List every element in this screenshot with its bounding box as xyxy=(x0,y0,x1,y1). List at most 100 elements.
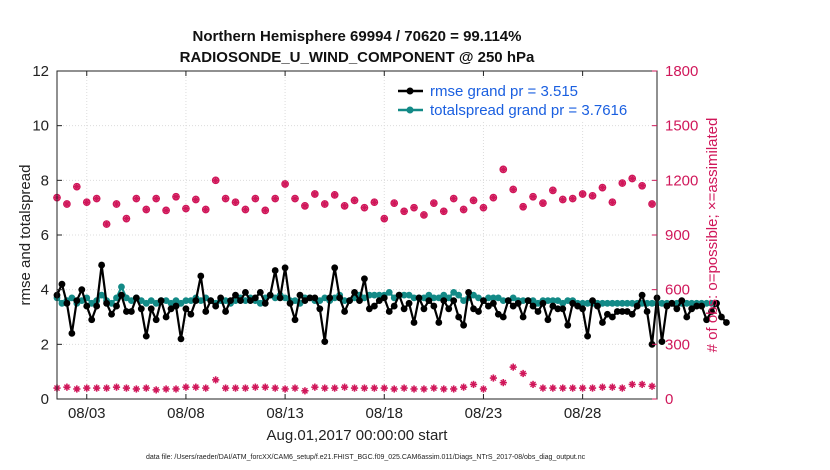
rmse-point xyxy=(98,261,106,269)
y2-tick-label: 1800 xyxy=(665,63,698,80)
obs-possible-cross xyxy=(83,198,91,206)
rmse-point xyxy=(346,297,353,304)
obs-possible-cross xyxy=(311,190,319,198)
rmse-point xyxy=(608,313,616,321)
rmse-point xyxy=(192,297,200,304)
rmse-point xyxy=(579,305,587,313)
rmse-point xyxy=(519,313,527,321)
obs-possible-cross xyxy=(628,174,636,183)
marker-stroke xyxy=(510,364,517,371)
marker-stroke xyxy=(569,195,576,202)
obs-assimilated-marker xyxy=(380,384,388,392)
obs-assimilated-marker xyxy=(152,386,160,394)
marker-stroke xyxy=(490,375,497,382)
totalspread-point xyxy=(58,299,66,307)
marker-stroke xyxy=(272,385,279,392)
totalspread-point xyxy=(390,294,398,302)
marker-stroke xyxy=(252,195,259,202)
rmse-point xyxy=(574,302,582,310)
rmse-point xyxy=(703,316,710,324)
obs-assimilated-marker xyxy=(440,385,448,393)
obs-possible-cross xyxy=(559,195,567,204)
obs-possible-cross xyxy=(152,194,160,203)
totalspread-point xyxy=(485,294,492,302)
totalspread-point xyxy=(197,297,205,304)
rmse-point xyxy=(63,299,71,307)
y2-tick-label: 900 xyxy=(665,227,690,244)
obs-possible-cross xyxy=(321,200,329,208)
marker-stroke xyxy=(530,193,537,200)
totalspread-point xyxy=(499,297,507,304)
marker-stroke xyxy=(331,385,338,392)
rmse-point xyxy=(365,305,373,313)
obs-assimilated-marker xyxy=(162,385,170,393)
obs-possible-cross xyxy=(221,194,230,203)
marker-stroke xyxy=(103,221,110,228)
rmse-point xyxy=(227,297,234,304)
marker-stroke xyxy=(579,385,586,392)
obs-possible-cross xyxy=(569,194,577,203)
rmse-point xyxy=(93,302,101,310)
totalspread-point xyxy=(123,294,130,302)
marker-stroke xyxy=(391,200,398,207)
marker-stroke xyxy=(242,385,249,392)
obs-assimilated-marker xyxy=(192,383,200,391)
y-tick-label: 4 xyxy=(41,282,49,299)
obs-assimilated-marker xyxy=(469,380,478,389)
rmse-point xyxy=(489,299,497,307)
marker-stroke xyxy=(301,387,308,394)
rmse-point xyxy=(678,297,686,304)
line-series xyxy=(53,261,730,348)
obs-possible-cross xyxy=(479,204,488,212)
totalspread-point xyxy=(127,297,135,304)
rmse-point xyxy=(207,297,215,304)
rmse-point xyxy=(430,302,438,310)
obs-possible-cross xyxy=(241,205,250,214)
rmse-point xyxy=(688,305,696,313)
obs-assimilated-marker xyxy=(73,385,81,393)
totalspread-point xyxy=(142,299,150,307)
totalspread-point xyxy=(420,294,428,302)
y2-tick-label: 1500 xyxy=(665,118,698,135)
marker-stroke xyxy=(460,206,467,213)
axis-ticks: 08/03 08/08 08/13 08/18 08/23 08/280246810120… xyxy=(32,63,698,422)
obs-assimilated-marker xyxy=(529,380,537,389)
rmse-point xyxy=(628,310,636,318)
rmse-line xyxy=(55,263,728,346)
totalspread-point xyxy=(281,294,289,302)
totalspread-point xyxy=(162,297,170,304)
rmse-point xyxy=(698,302,706,310)
marker-stroke xyxy=(520,370,527,377)
marker-stroke xyxy=(460,384,467,391)
rmse-point xyxy=(683,313,691,321)
rmse-point xyxy=(222,308,229,315)
rmse-point xyxy=(232,291,239,299)
totalspread-point xyxy=(470,291,477,299)
rmse-point xyxy=(405,299,413,307)
obs-assimilated-marker xyxy=(122,384,131,392)
obs-possible-cross xyxy=(271,194,279,203)
obs-possible-cross xyxy=(410,204,418,212)
totalspread-point xyxy=(375,291,383,299)
obs-possible-cross xyxy=(182,204,190,213)
rmse-point xyxy=(499,313,507,321)
totalspread-point xyxy=(242,297,249,304)
totalspread-point xyxy=(152,299,160,307)
marker-stroke xyxy=(331,191,338,198)
rmse-point xyxy=(311,294,319,302)
obs-possible-cross xyxy=(450,194,458,203)
obs-possible-cross xyxy=(162,206,170,214)
totalspread-point xyxy=(494,294,502,302)
marker-stroke xyxy=(649,383,656,390)
marker-stroke xyxy=(252,384,259,391)
y-axis-label: rmse and totalspread xyxy=(17,165,34,306)
x-tick-label: 08/18 xyxy=(365,405,403,422)
marker-stroke xyxy=(321,385,328,392)
marker-stroke xyxy=(143,206,150,213)
marker-stroke xyxy=(371,385,378,392)
marker-stroke xyxy=(242,206,249,213)
marker-stroke xyxy=(569,385,576,392)
totalspread-point xyxy=(341,297,349,304)
marker-stroke xyxy=(609,384,616,391)
rmse-point xyxy=(390,302,398,310)
